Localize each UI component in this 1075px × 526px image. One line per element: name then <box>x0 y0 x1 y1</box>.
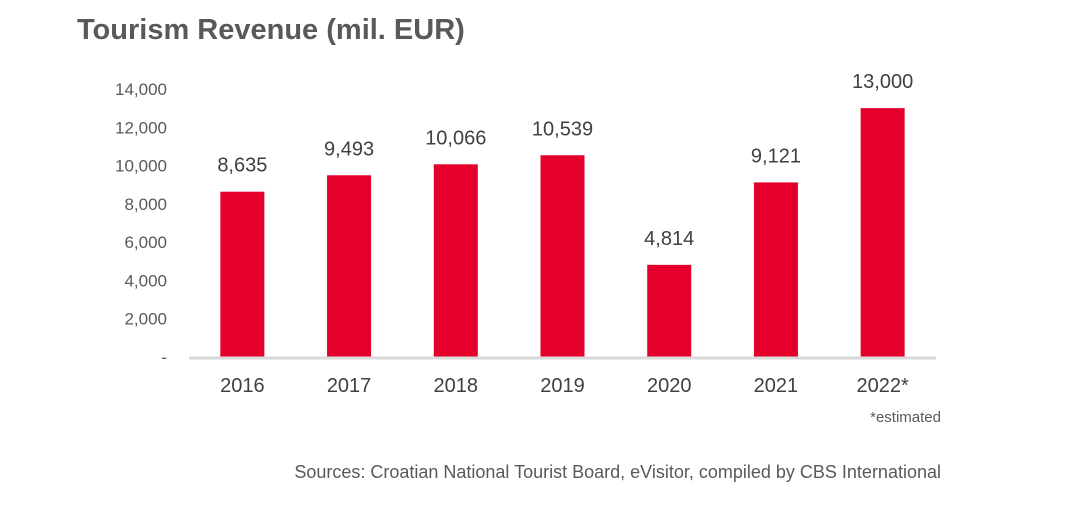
x-tick-label: 2016 <box>220 375 265 397</box>
data-label: 8,635 <box>217 155 267 177</box>
y-tick-label: 12,000 <box>115 118 167 137</box>
y-tick-label: 6,000 <box>124 233 167 252</box>
data-label: 9,493 <box>324 138 374 160</box>
data-label: 10,539 <box>532 118 593 140</box>
bar <box>220 191 265 357</box>
chart-title: Tourism Revenue (mil. EUR) <box>77 14 465 46</box>
bar <box>647 264 692 357</box>
x-tick-label: 2019 <box>540 375 585 397</box>
data-label: 4,814 <box>644 228 694 250</box>
bar <box>753 182 798 357</box>
y-tick-label: 10,000 <box>115 157 167 176</box>
data-label: 10,066 <box>425 127 486 149</box>
y-tick-label: 2,000 <box>124 310 167 329</box>
data-label: 9,121 <box>751 145 801 167</box>
bar <box>860 108 905 358</box>
y-tick-label: 4,000 <box>124 271 167 290</box>
bar <box>327 175 372 357</box>
y-tick-label: - <box>161 348 167 367</box>
bar <box>433 164 478 357</box>
x-tick-label: 2017 <box>327 375 372 397</box>
data-label: 13,000 <box>852 71 913 93</box>
x-tick-label: 2020 <box>647 375 692 397</box>
estimate-note: *estimated <box>870 409 941 426</box>
x-tick-label: 2022* <box>857 375 909 397</box>
y-tick-label: 14,000 <box>115 80 167 99</box>
bar <box>540 155 585 357</box>
x-tick-label: 2018 <box>434 375 479 397</box>
source-note: Sources: Croatian National Tourist Board… <box>294 462 941 482</box>
y-tick-label: 8,000 <box>124 195 167 214</box>
x-tick-label: 2021 <box>754 375 799 397</box>
